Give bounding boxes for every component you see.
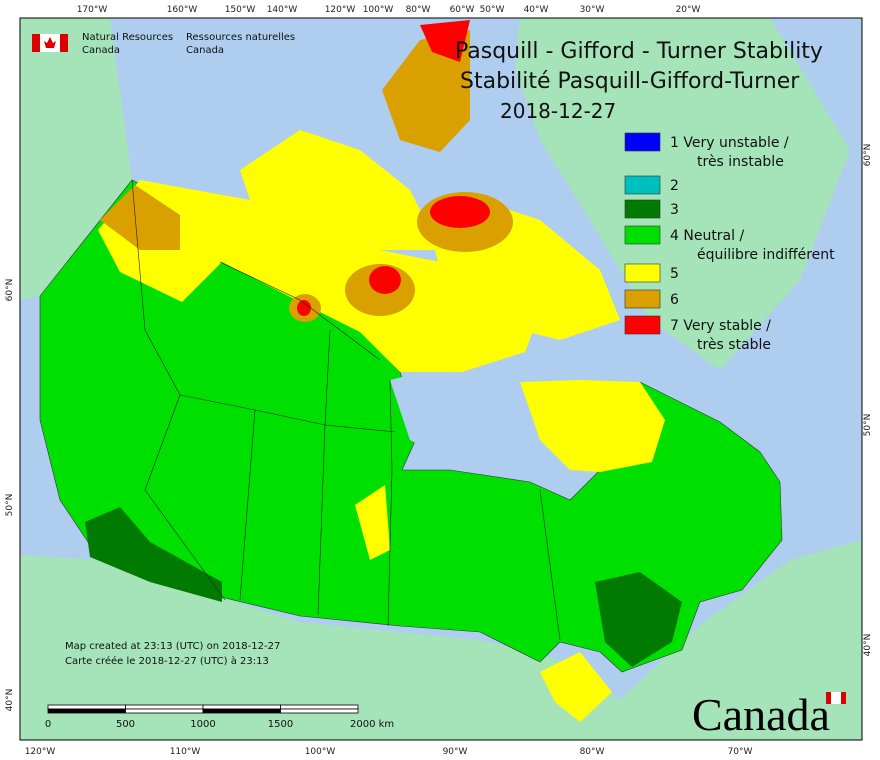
greenland <box>515 18 850 370</box>
provincial-borders <box>239 409 256 601</box>
scale-segment <box>125 708 204 714</box>
legend-swatch <box>624 289 661 309</box>
top-label: 100°W <box>363 5 394 15</box>
legend-swatch <box>624 263 661 283</box>
top-label: 60°W <box>450 5 475 15</box>
agency-en: Natural Resources <box>82 32 173 43</box>
legend-label: 4 Neutral / <box>670 228 744 244</box>
top-label: 40°W <box>524 5 549 15</box>
legend-label: 6 <box>670 292 679 308</box>
stability-5-north <box>98 180 545 372</box>
hudson-bay <box>390 362 540 480</box>
top-label: 30°W <box>580 5 605 15</box>
top-label: 160°W <box>167 5 198 15</box>
bottom-label: 110°W <box>170 747 201 757</box>
bottom-label: 100°W <box>305 747 336 757</box>
agency-en: Canada <box>82 45 120 56</box>
usa <box>20 540 862 740</box>
scale-segment <box>280 708 359 714</box>
legend-label: équilibre indifférent <box>697 247 835 263</box>
flag-bar <box>32 34 40 52</box>
legend-swatch <box>624 199 661 219</box>
agency-fr: Canada <box>186 45 224 56</box>
map-date: 2018-12-27 <box>500 99 616 123</box>
scale-segment <box>47 704 126 710</box>
wordmark-flag-field <box>831 692 841 704</box>
scale-label: 1000 <box>190 719 215 730</box>
legend-label: 7 Very stable / <box>670 318 771 334</box>
stability-3-west <box>85 507 222 602</box>
scale-segment <box>125 704 204 710</box>
canada-wordmark: Canada <box>692 689 846 740</box>
map <box>19 17 863 741</box>
bottom-label: 80°W <box>580 747 605 757</box>
legend-label: très instable <box>697 154 784 170</box>
agency-logo: Natural Resources Canada Ressources natu… <box>32 32 295 56</box>
scale-bar: 0 500 1000 1500 2000 km <box>45 704 394 730</box>
legend-label: 1 Very unstable / <box>670 135 789 151</box>
footer-en: Map created at 23:13 (UTC) on 2018-12-27 <box>65 641 280 652</box>
legend-swatch <box>624 175 661 195</box>
scale-segment <box>202 704 281 710</box>
right-label: 60°N <box>863 144 873 167</box>
stability-7-baffin <box>430 196 490 228</box>
legend-swatch <box>624 132 661 152</box>
legend-swatch <box>624 315 661 335</box>
legend-label: 2 <box>670 178 679 194</box>
left-label: 40°N <box>5 689 15 712</box>
legend-swatch <box>624 225 661 245</box>
stability-7-kivalliq <box>369 266 401 294</box>
top-label: 170°W <box>77 5 108 15</box>
flag-bar <box>60 34 68 52</box>
legend: 1 Very unstable / très instable 2 3 4 Neutra… <box>624 132 835 353</box>
right-label: 40°N <box>863 634 873 657</box>
top-label: 80°W <box>406 5 431 15</box>
scale-label: 1500 <box>268 719 293 730</box>
top-label: 150°W <box>225 5 256 15</box>
bottom-label: 70°W <box>728 747 753 757</box>
top-label: 50°W <box>480 5 505 15</box>
scale-segment <box>202 708 281 714</box>
stability-3-east <box>595 572 682 667</box>
stability-5-prairie <box>355 485 390 560</box>
provincial-borders <box>317 329 331 616</box>
stability-5-ontario <box>540 652 612 722</box>
wordmark: Canada <box>692 689 830 740</box>
provincial-borders <box>219 261 381 361</box>
left-label: 60°N <box>5 279 15 302</box>
scale-label: 500 <box>116 719 135 730</box>
provincial-borders <box>387 379 393 627</box>
footer-fr: Carte créée le 2018-12-27 (UTC) à 23:13 <box>65 655 269 667</box>
top-label: 140°W <box>267 5 298 15</box>
right-label: 50°N <box>863 414 873 437</box>
legend-label: 5 <box>670 266 679 282</box>
stability-5-quebec <box>520 380 665 472</box>
legend-label: 3 <box>670 202 679 218</box>
left-label: 50°N <box>5 494 15 517</box>
stability-7-ellesmere <box>420 20 470 62</box>
bottom-label: 120°W <box>25 747 56 757</box>
bottom-label: 90°W <box>443 747 468 757</box>
title-fr: Stabilité Pasquill-Gifford-Turner <box>460 69 800 94</box>
provincial-borders <box>539 489 561 641</box>
scale-segment <box>280 704 359 710</box>
graticule-labels: 170°W 160°W 150°W 140°W 120°W 100°W 80°W 60°W 50… <box>5 5 873 757</box>
stability-6-ellesmere <box>382 30 470 152</box>
top-label: 120°W <box>325 5 356 15</box>
alaska <box>20 18 132 300</box>
map-frame <box>19 17 863 741</box>
scale-segment <box>47 708 126 714</box>
scale-label: 0 <box>45 719 51 730</box>
provincial-borders <box>179 394 396 433</box>
maple-leaf <box>44 37 56 48</box>
title-en: Pasquill - Gifford - Turner Stability <box>455 39 823 64</box>
stability-5-arctic <box>240 130 440 250</box>
stability-6-yukon <box>100 185 180 250</box>
agency-fr: Ressources naturelles <box>186 32 295 43</box>
top-label: 20°W <box>676 5 701 15</box>
scale-label: 2000 km <box>350 719 394 730</box>
stability-7-west <box>297 300 311 316</box>
legend-label: très stable <box>697 337 771 353</box>
